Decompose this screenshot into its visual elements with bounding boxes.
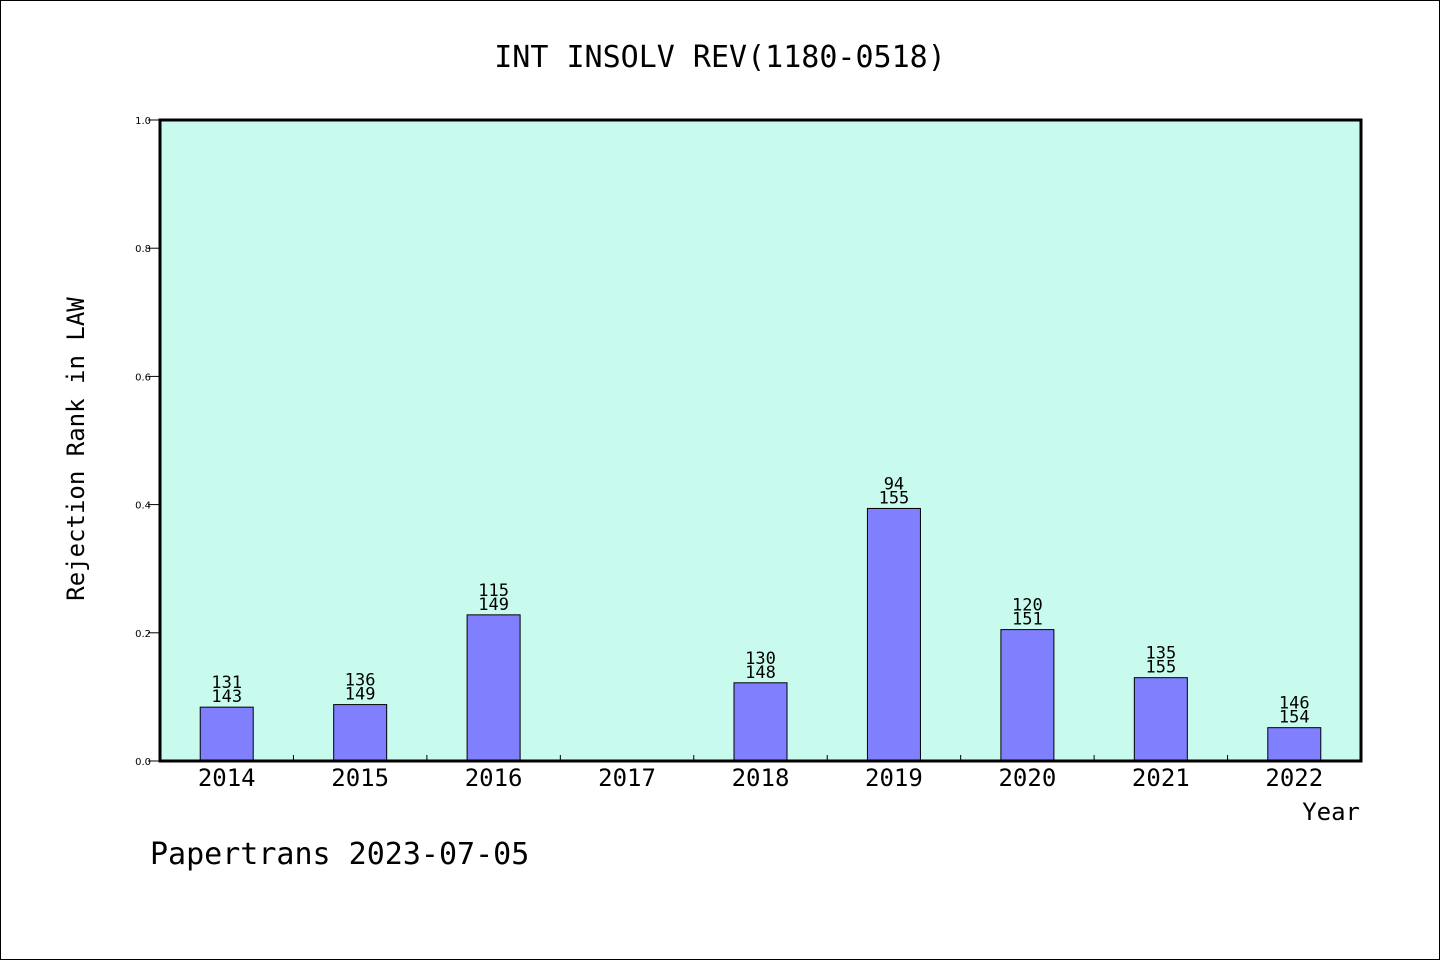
bar-label-bottom: 149: [478, 595, 509, 615]
bars-group: 1311431361491151491301489415512015113515…: [199, 474, 1322, 762]
bar: [1133, 677, 1188, 762]
y-tick-label: 0.6: [135, 372, 151, 383]
plot-border: [158, 118, 1363, 763]
y-tick-label: 1.0: [135, 116, 151, 127]
bar-label-bottom: 148: [745, 663, 776, 683]
bar-label-top: 94: [884, 474, 904, 494]
y-tick-label: 0.8: [135, 244, 151, 255]
x-tick-label: 2016: [465, 764, 523, 792]
bar-label-top: 130: [745, 649, 776, 669]
bar-label-top: 146: [1279, 694, 1310, 714]
y-tick-label: 0.4: [135, 501, 151, 512]
chart-title: INT INSOLV REV(1180-0518): [494, 40, 946, 75]
bar-label-bottom: 149: [345, 685, 376, 705]
y-axis-label: Rejection Rank in LAW: [62, 297, 90, 601]
bar: [466, 614, 521, 762]
footer-text: Papertrans 2023-07-05: [150, 837, 529, 872]
bar-label-bottom: 143: [211, 687, 242, 707]
x-tick-label: 2020: [998, 764, 1056, 792]
bar-label-top: 135: [1145, 644, 1176, 664]
x-tick-label: 2018: [732, 764, 790, 792]
bar-label-bottom: 154: [1279, 708, 1310, 728]
bar-label-top: 115: [478, 581, 509, 601]
x-tick-label: 2022: [1265, 764, 1323, 792]
y-tick-label: 0.2: [135, 629, 151, 640]
bar: [1000, 629, 1055, 762]
x-axis-label: Year: [1302, 798, 1360, 826]
bar-label-bottom: 151: [1012, 610, 1043, 630]
x-tick-label: 2015: [331, 764, 389, 792]
plot-area: [160, 120, 1361, 761]
x-tick-label: 2021: [1132, 764, 1190, 792]
x-axis: 2014 2015 2016 2017 2018 2019 2020 2021 2022: [198, 755, 1323, 792]
bar: [199, 706, 254, 762]
x-tick-label: 2019: [865, 764, 923, 792]
y-tick-label: 0.0: [135, 757, 151, 768]
x-tick-label: 2014: [198, 764, 256, 792]
bar-label-bottom: 155: [879, 488, 910, 508]
bar: [333, 704, 388, 762]
bar-label-top: 131: [211, 673, 242, 693]
bar-label-top: 120: [1012, 596, 1043, 616]
bar: [866, 507, 921, 762]
bar-label-top: 136: [345, 671, 376, 691]
y-axis: 0.0 0.2 0.4 0.6 0.8 1.0: [135, 116, 160, 768]
bar: [733, 682, 788, 762]
bar: [1267, 727, 1322, 762]
x-tick-label: 2017: [598, 764, 656, 792]
bar-label-bottom: 155: [1145, 658, 1176, 678]
